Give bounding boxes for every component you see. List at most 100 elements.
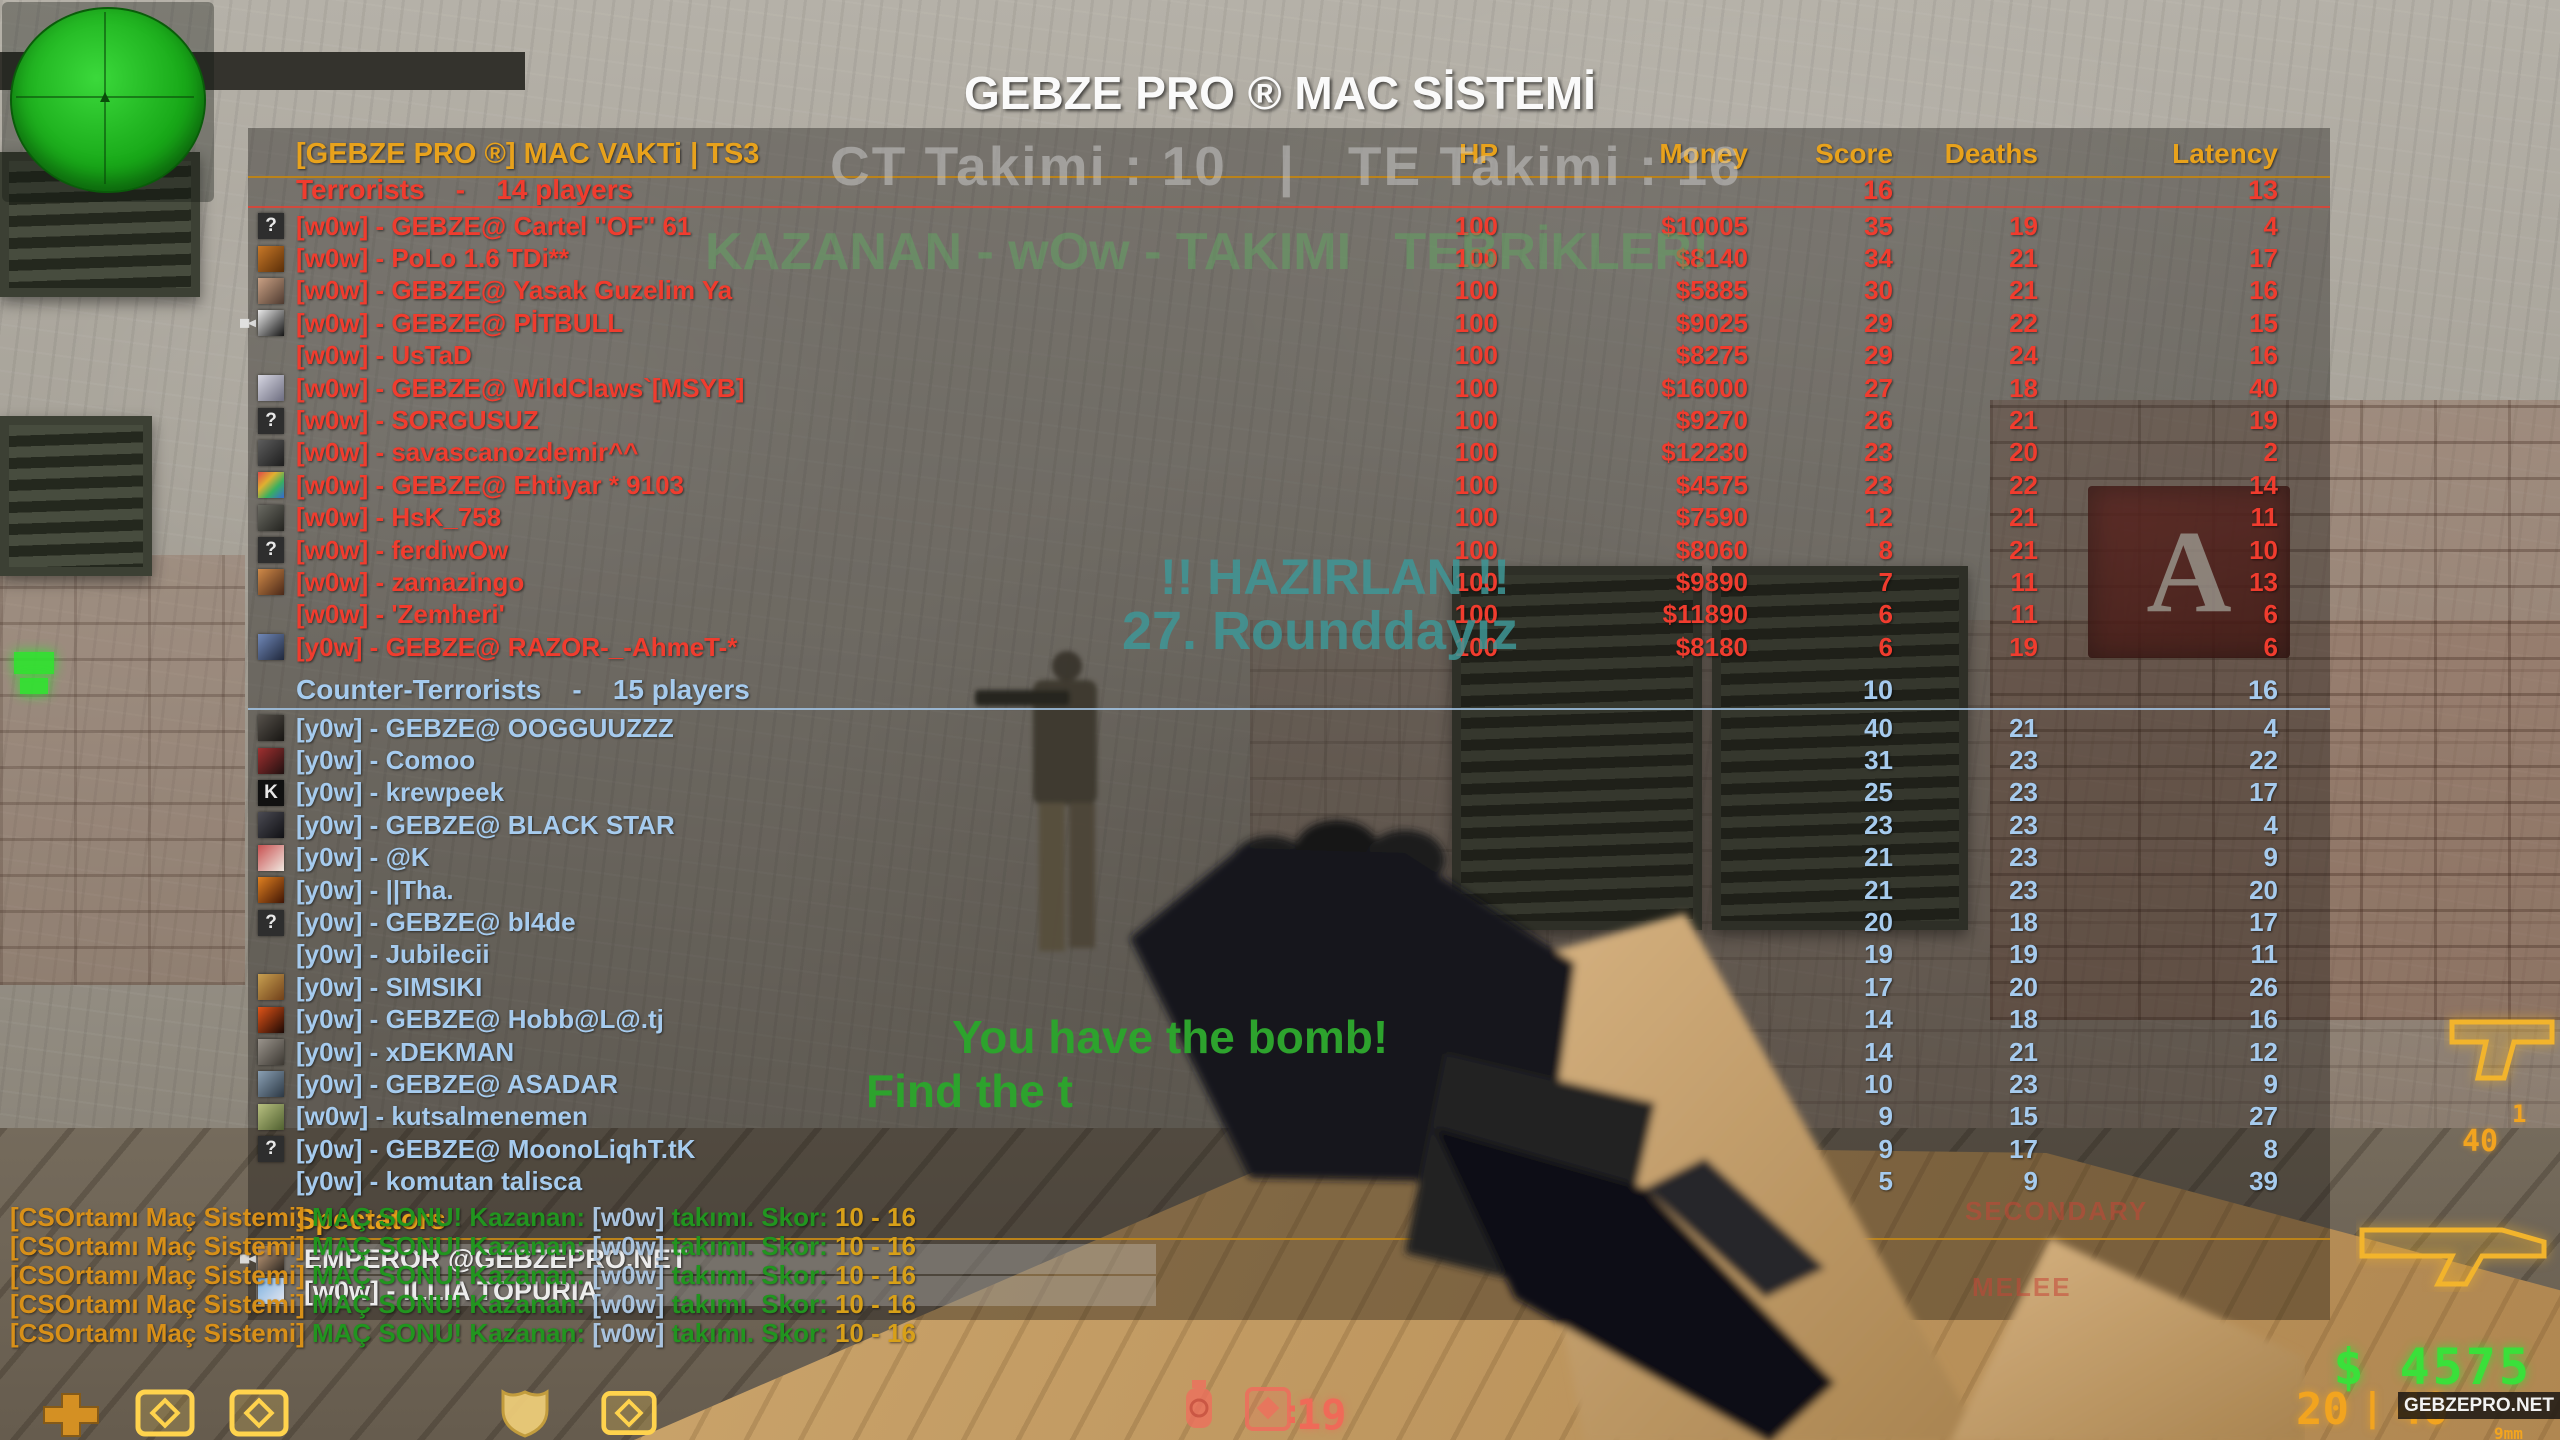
player-score: 21 <box>1864 842 1893 873</box>
player-score: 23 <box>1864 809 1893 840</box>
armor-shield-icon <box>501 1389 549 1438</box>
player-name: [y0w] - Comoo <box>296 745 476 776</box>
avatar-cell <box>256 874 296 906</box>
chat-part: [w0w] <box>592 1260 665 1290</box>
player-latency: 6 <box>2263 599 2278 630</box>
player-latency: 26 <box>2249 971 2278 1002</box>
player-deaths: 19 <box>2009 631 2038 662</box>
chat-message: [CSOrtamı Maç Sistemi] MAÇ SONU! Kazanan… <box>10 1289 916 1319</box>
avatar-cell <box>256 340 296 372</box>
brick-patch-left <box>0 555 245 985</box>
player-row: [w0w] - PoLo 1.6 TDi** 100 $8140 34 21 17 <box>256 242 2282 274</box>
player-row: ? [y0w] - GEBZE@ bl4de 20 18 17 <box>256 906 2282 938</box>
avatar-cell <box>256 939 296 971</box>
player-deaths: 21 <box>2009 502 2038 533</box>
player-latency: 19 <box>2249 405 2278 436</box>
player-name: [w0w] - zamazingo <box>296 566 525 597</box>
player-money: $5885 <box>1675 275 1748 306</box>
spectating-icon <box>240 1254 256 1264</box>
player-score: 9 <box>1878 1101 1893 1132</box>
avatar-cell <box>256 971 296 1003</box>
player-latency: 4 <box>2263 712 2278 743</box>
player-hp: 100 <box>1454 437 1498 468</box>
player-deaths: 23 <box>2009 874 2038 905</box>
player-money: $8140 <box>1675 243 1748 274</box>
player-avatar <box>258 472 284 499</box>
player-name: [w0w] - GEBZE@ Cartel ''OF'' 61 <box>296 210 692 241</box>
player-deaths: 21 <box>2009 275 2038 306</box>
player-avatar: K <box>258 779 284 806</box>
avatar-cell <box>256 502 296 534</box>
player-money: $4575 <box>1675 469 1748 500</box>
header-divider <box>248 176 2330 178</box>
chat-part: [w0w] <box>592 1289 665 1319</box>
player-name: [y0w] - GEBZE@ RAZOR-_-AhmeT-* <box>296 631 738 662</box>
player-hp: 100 <box>1454 275 1498 306</box>
player-row: [y0w] - GEBZE@ BLACK STAR 23 23 4 <box>256 809 2282 841</box>
player-name: [y0w] - GEBZE@ ASADAR <box>296 1068 618 1099</box>
texture-glitch <box>14 652 54 674</box>
player-row: [y0w] - @K 21 23 9 <box>256 842 2282 874</box>
chat-part: 10 - 16 <box>834 1289 916 1319</box>
player-row: ? [w0w] - ferdiwOw 100 $8060 8 21 10 <box>256 534 2282 566</box>
player-money: $9270 <box>1675 405 1748 436</box>
player-money: $12230 <box>1661 437 1748 468</box>
player-avatar <box>258 1278 284 1304</box>
player-hp: 100 <box>1454 502 1498 533</box>
player-avatar <box>258 569 284 596</box>
player-deaths: 11 <box>2010 599 2039 630</box>
avatar-cell <box>256 1101 296 1133</box>
radar-player-marker <box>100 92 110 102</box>
chat-part: MAÇ SONU! Kazanan: <box>304 1289 593 1319</box>
player-avatar: ? <box>258 213 284 240</box>
player-latency: 6 <box>2263 631 2278 662</box>
player-row: [w0w] - zamazingo 100 $9890 7 11 13 <box>256 566 2282 598</box>
player-avatar <box>258 812 284 839</box>
player-name: [w0w] - 'Zemheri' <box>296 599 505 630</box>
player-score: 19 <box>1864 939 1893 970</box>
slot-melee-label: MELEE <box>1972 1272 2072 1302</box>
player-name: [y0w] - GEBZE@ Hobb@L@.tj <box>296 1004 664 1035</box>
avatar-cell <box>256 275 296 307</box>
player-avatar: ? <box>258 909 284 936</box>
player-row: [w0w] - GEBZE@ WildClaws`[MSYB] 100 $16000… <box>256 372 2282 404</box>
chat-message: [CSOrtamı Maç Sistemi] MAÇ SONU! Kazanan… <box>10 1231 916 1261</box>
player-score: 29 <box>1864 340 1893 371</box>
player-deaths: 24 <box>2009 340 2038 371</box>
window-shutter-big-left <box>1452 566 1702 930</box>
player-deaths: 23 <box>2009 777 2038 808</box>
chat-part: takımı. Skor: <box>664 1289 835 1319</box>
player-name: [w0w] - GEBZE@ Yasak Guzelim Ya <box>296 275 733 306</box>
player-name: [w0w] - GEBZE@ WildClaws`[MSYB] <box>296 372 745 403</box>
chat-message: [CSOrtamı Maç Sistemi] MAÇ SONU! Kazanan… <box>10 1318 916 1348</box>
avatar-cell: K <box>256 777 296 809</box>
grenade-count: 19 <box>1296 1390 1347 1439</box>
player-name: [w0w] - GEBZE@ Ehtiyar * 9103 <box>296 469 685 500</box>
round-message: 27. Rounddayız <box>1121 601 1519 661</box>
player-row: [w0w] - HsK_758 100 $7590 12 21 11 <box>256 502 2282 534</box>
chat-message: [CSOrtamı Maç Sistemi] MAÇ SONU! Kazanan… <box>10 1202 916 1232</box>
player-name: [y0w] - krewpeek <box>296 777 505 808</box>
player-money: $8275 <box>1675 340 1748 371</box>
player-avatar <box>258 715 284 742</box>
player-deaths: 23 <box>2009 745 2038 776</box>
player-score: 23 <box>1864 469 1893 500</box>
bombsite-a-sign: A <box>2088 486 2290 658</box>
player-deaths: 20 <box>2009 971 2038 1002</box>
player-name: [y0w] - @K <box>296 842 430 873</box>
player-latency: 27 <box>2249 1101 2278 1132</box>
player-latency: 16 <box>2249 340 2278 371</box>
player-score: 35 <box>1864 210 1893 241</box>
player-latency: 11 <box>2250 939 2279 970</box>
player-hp: 100 <box>1454 631 1498 662</box>
player-deaths: 21 <box>2009 243 2038 274</box>
player-score: 14 <box>1864 1036 1893 1067</box>
server-name: [GEBZE PRO ®] MAC VAKTi | TS3 <box>296 137 760 170</box>
player-deaths: 9 <box>2023 1166 2038 1197</box>
avatar-cell <box>256 631 296 663</box>
chat-part: MAÇ SONU! Kazanan: <box>304 1260 593 1290</box>
player-score: 29 <box>1864 307 1893 338</box>
chat-part: MAÇ SONU! Kazanan: <box>304 1231 593 1261</box>
player-row: [y0w] - Jubilecii 19 19 11 <box>256 939 2282 971</box>
avatar-cell <box>256 469 296 501</box>
